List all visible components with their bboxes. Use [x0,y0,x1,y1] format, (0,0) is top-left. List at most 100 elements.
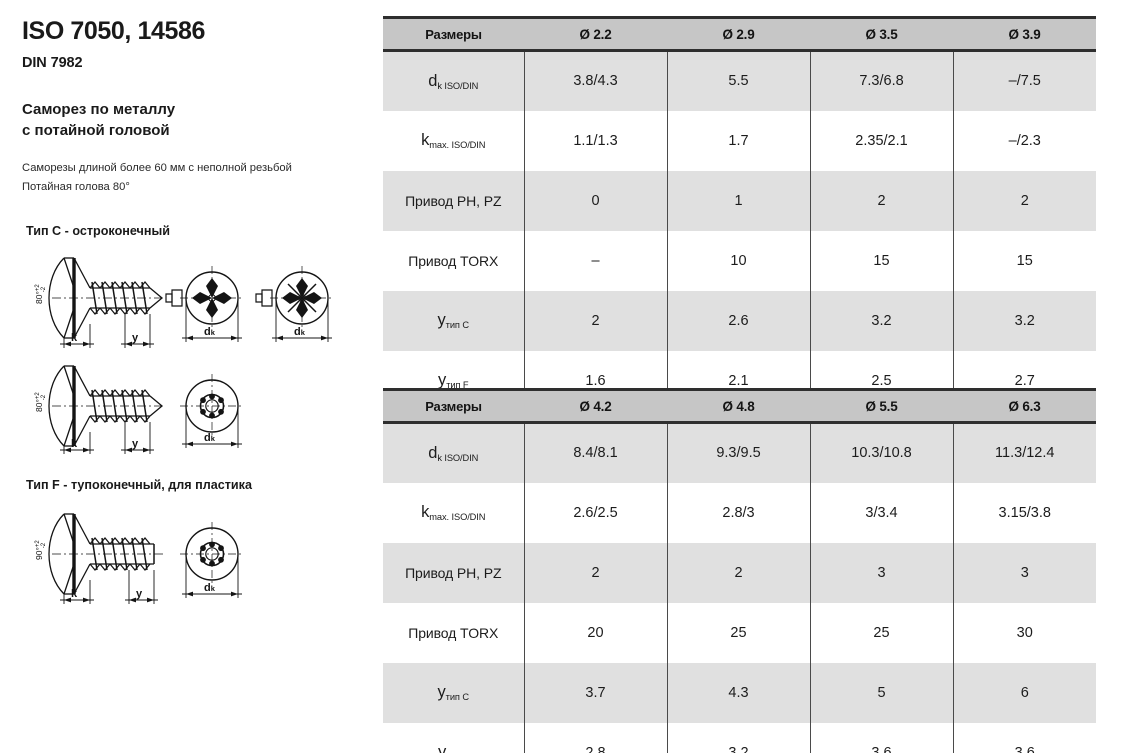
cell-value: 3.2 [810,290,954,351]
table-header-row: Размеры Ø 4.2 Ø 4.8 Ø 5.5 Ø 6.3 [383,388,1096,424]
cell-value: 3.6 [810,722,954,753]
drawing-type-c-torx: 80°+2-2 k y [34,365,244,455]
cell-value: 8.4/8.1 [524,422,668,483]
table-row: Привод PH, PZ 0 1 2 2 [383,170,1096,231]
row-label-kmax: kmax. ISO/DIN [383,110,525,171]
dim-label-k: k [71,332,78,344]
cell-value: 5 [810,662,954,723]
table-header-row: Размеры Ø 2.2 Ø 2.9 Ø 3.5 Ø 3.9 [383,16,1096,52]
figure-type-c-torx: 80°+2-2 k y [22,356,366,456]
dim-label-dk-4: dk [204,582,216,594]
cell-value: 20 [524,602,668,663]
table-row: Привод TORX 20 25 25 30 [383,602,1096,663]
column-header-dimensions: Размеры [383,16,524,52]
cell-value: – [524,230,668,291]
cell-value: 2.6 [667,290,811,351]
cell-value: 10.3/10.8 [810,422,954,483]
cell-value: 10 [667,230,811,291]
cell-value: 3.2 [953,290,1096,351]
row-label-dk-2: dk ISO/DIN [383,422,525,483]
type-f-heading: Тип F - тупоконечный, для пластика [26,478,252,493]
dim-label-k-3: k [71,588,78,600]
column-header-d1: Ø 2.2 [524,16,667,52]
cell-value: 2.8 [524,722,668,753]
row-label-drive-ph-pz: Привод PH, PZ [383,170,525,231]
row-label-y-type-c: yтип C [383,290,525,351]
row-label-drive-ph-pz-2: Привод PH, PZ [383,542,525,603]
drawing-type-c-phillips: 80°+2-2 k y [34,257,334,349]
row-label-kmax-2: kmax. ISO/DIN [383,482,525,543]
cell-value: 2 [667,542,811,603]
left-info-panel: ISO 7050, 14586 DIN 7982 Саморез по мета… [0,0,380,753]
table-1-body: dk ISO/DIN 3.8/4.3 5.5 7.3/6.8 –/7.5 kma… [383,50,1096,411]
dim-label-y: y [132,332,139,344]
cell-value: –/7.5 [953,50,1096,111]
product-name: Саморез по металлу с потайной головой [22,99,366,142]
table-2-body: dk ISO/DIN 8.4/8.1 9.3/9.5 10.3/10.8 11.… [383,422,1096,753]
cell-value: 25 [810,602,954,663]
dimensions-table-1: Размеры Ø 2.2 Ø 2.9 Ø 3.5 Ø 3.9 dk ISO/D… [383,16,1096,411]
spec-table-large-diameters: Размеры Ø 4.2 Ø 4.8 Ø 5.5 Ø 6.3 dk ISO/D… [383,388,1096,753]
dim-label-y-2: y [132,438,139,450]
cell-value: 30 [953,602,1096,663]
cell-value: 2.8/3 [667,482,811,543]
cell-value: 1 [667,170,811,231]
row-label-y-type-f-2: yтип F [383,722,525,753]
column-header-d5: Ø 4.2 [524,388,667,424]
angle-label-f: 90°+2-2 [34,540,47,560]
cell-value: 9.3/9.5 [667,422,811,483]
table-row: yтип F 2.8 3.2 3.6 3.6 [383,722,1096,753]
drawing-head-torx-f: dk [180,522,244,599]
column-header-dimensions-2: Размеры [383,388,524,424]
drawing-type-f-torx: 90°+2-2 k y [34,513,244,605]
cell-value: 2 [953,170,1096,231]
cell-value: 3.2 [667,722,811,753]
drawing-head-torx: dk [180,374,244,449]
row-label-dk: dk ISO/DIN [383,50,525,111]
cell-value: 25 [667,602,811,663]
table-row: Привод PH, PZ 2 2 3 3 [383,542,1096,603]
row-label-y-type-c-2: yтип C [383,662,525,723]
dim-label-k-2: k [71,438,78,450]
column-header-d6: Ø 4.8 [667,388,810,424]
cell-value: 6 [953,662,1096,723]
angle-label-c: 80°+2-2 [34,284,47,304]
cell-value: –/2.3 [953,110,1096,171]
cell-value: 7.3/6.8 [810,50,954,111]
cell-value: 11.3/12.4 [953,422,1096,483]
cell-value: 4.3 [667,662,811,723]
column-header-d2: Ø 2.9 [667,16,810,52]
standard-subtitle: DIN 7982 [22,54,83,71]
cell-value: 15 [810,230,954,291]
dim-label-dk-2: dk [294,326,306,338]
cell-value: 0 [524,170,668,231]
cell-value: 5.5 [667,50,811,111]
table-row: dk ISO/DIN 8.4/8.1 9.3/9.5 10.3/10.8 11.… [383,422,1096,483]
drawing-head-phillips: dk [165,266,244,343]
table-row: kmax. ISO/DIN 2.6/2.5 2.8/3 3/3.4 3.15/3… [383,482,1096,543]
table-row: Привод TORX – 10 15 15 [383,230,1096,291]
row-label-drive-torx-2: Привод TORX [383,602,525,663]
product-note: Саморезы длиной более 60 мм с неполной р… [22,159,366,196]
cell-value: 3 [810,542,954,603]
product-note-line1: Саморезы длиной более 60 мм с неполной р… [22,162,292,175]
column-header-d7: Ø 5.5 [810,388,953,424]
cell-value: 2.35/2.1 [810,110,954,171]
angle-label-c-2: 80°+2-2 [34,392,47,412]
type-c-heading: Тип С - остроконечный [26,224,170,239]
dim-label-dk-3: dk [204,432,216,444]
product-name-line1: Саморез по металлу [22,100,176,118]
cell-value: 2 [524,290,668,351]
cell-value: 1.1/1.3 [524,110,668,171]
cell-value: 3 [953,542,1096,603]
cell-value: 3.7 [524,662,668,723]
table-row: yтип C 3.7 4.3 5 6 [383,662,1096,723]
dimensions-table-2: Размеры Ø 4.2 Ø 4.8 Ø 5.5 Ø 6.3 dk ISO/D… [383,388,1096,753]
cell-value: 2 [810,170,954,231]
cell-value: 15 [953,230,1096,291]
drawing-head-pozidriv: dk [255,266,334,343]
product-note-line2: Потайная голова 80° [22,180,130,193]
cell-value: 2.6/2.5 [524,482,668,543]
figure-type-f: 90°+2-2 k y [22,498,366,608]
